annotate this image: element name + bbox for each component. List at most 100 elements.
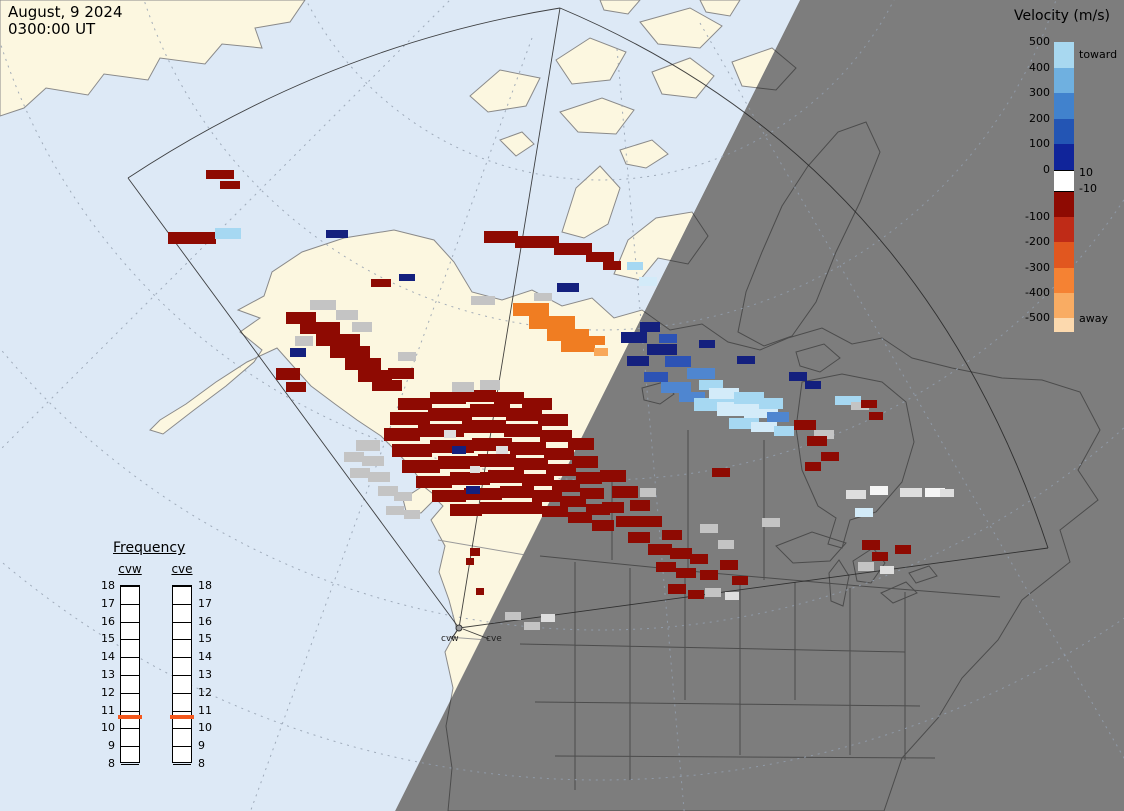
scatter-cell — [500, 486, 534, 498]
scale-rung — [121, 746, 139, 748]
scatter-cell — [462, 390, 496, 402]
scatter-cell — [705, 588, 721, 597]
scatter-cell — [276, 368, 300, 380]
scatter-cell — [529, 316, 575, 329]
scatter-cell — [514, 458, 548, 470]
scatter-cell — [621, 332, 647, 343]
scatter-cell — [484, 231, 518, 243]
radar-east-label: cve — [486, 634, 502, 644]
frequency-tick-label: 17 — [198, 596, 212, 610]
frequency-tick-label: 14 — [101, 650, 115, 664]
frequency-tick-label: 15 — [101, 632, 115, 646]
scatter-cell — [940, 489, 954, 497]
time-label: 0300:00 UT — [8, 20, 96, 39]
scatter-cell — [554, 243, 592, 255]
scatter-cell — [639, 277, 657, 286]
scatter-cell — [295, 336, 313, 346]
scale-rung — [121, 764, 139, 765]
scatter-cell — [438, 456, 480, 469]
scatter-cell — [805, 381, 821, 389]
scatter-cell — [515, 236, 559, 248]
scatter-cell — [616, 516, 640, 527]
scatter-cell — [880, 566, 894, 574]
scatter-cell — [870, 486, 888, 495]
scatter-cell — [851, 402, 869, 410]
scatter-cell — [568, 512, 592, 523]
scatter-cell — [544, 448, 574, 460]
colorbar-segment-away — [1054, 242, 1074, 268]
scatter-cell — [699, 380, 723, 390]
scatter-cell — [647, 344, 677, 355]
scale-rung — [121, 675, 139, 676]
scatter-cell — [350, 468, 370, 478]
scatter-cell — [290, 348, 306, 357]
scale-rung — [173, 586, 191, 587]
frequency-tick-label: 18 — [101, 579, 115, 592]
velocity-tick-label: 500 — [1029, 35, 1050, 48]
colorbar-segment-away — [1054, 292, 1074, 318]
scatter-cell — [388, 368, 414, 379]
frequency-tick-label: 9 — [198, 739, 205, 753]
scatter-cell — [316, 334, 360, 346]
scale-rung — [121, 710, 139, 712]
scatter-cell — [568, 438, 594, 450]
scatter-cell — [378, 486, 398, 496]
scatter-cell — [398, 398, 432, 410]
velocity-tick-label: 200 — [1029, 111, 1050, 125]
scatter-cell — [700, 570, 718, 580]
scatter-cell — [552, 480, 580, 492]
velocity-tick-label: -500 — [1025, 311, 1050, 324]
radar-west-label: cvw — [441, 634, 459, 644]
scatter-cell — [751, 422, 777, 432]
scatter-cell — [767, 412, 789, 422]
scatter-cell — [496, 446, 508, 454]
scatter-cell — [336, 310, 358, 320]
scatter-cell — [712, 468, 730, 477]
scatter-cell — [368, 472, 390, 482]
scatter-cell — [362, 456, 384, 466]
date-label: August, 9 2024 — [8, 3, 123, 21]
frequency-marker — [170, 714, 194, 719]
colorbar-segment-toward — [1054, 118, 1074, 145]
scatter-cell — [794, 420, 816, 430]
scatter-cell — [807, 436, 827, 446]
scatter-cell — [432, 490, 466, 502]
scatter-cell — [480, 380, 500, 390]
scatter-cell — [644, 372, 668, 382]
scatter-cell — [524, 622, 540, 630]
scatter-cell — [627, 356, 649, 366]
scatter-cell — [450, 504, 482, 516]
scatter-cell — [512, 502, 542, 514]
scale-rung — [173, 692, 191, 694]
scatter-cell — [602, 502, 624, 513]
velocity-legend-title: Velocity (m/s) — [1014, 8, 1110, 24]
scatter-cell — [557, 283, 579, 292]
frequency-tick-label: 18 — [198, 579, 212, 592]
scatter-cell — [399, 274, 415, 281]
colorbar-segment-away — [1054, 191, 1074, 218]
scale-rung — [121, 692, 139, 694]
cve-frequency-scale — [172, 585, 192, 765]
scatter-cell — [538, 414, 568, 426]
frequency-tick-label: 10 — [198, 721, 212, 735]
scatter-cell — [640, 488, 656, 497]
scatter-cell — [900, 488, 922, 497]
frequency-legend: Frequency cvw cve 18 17 16 15 14 13 12 11 10 9 8 18… — [85, 540, 255, 790]
scatter-cell — [687, 368, 715, 379]
frequency-tick-label: 9 — [108, 739, 115, 753]
scatter-cell — [510, 442, 546, 455]
scatter-cell — [546, 464, 576, 476]
timestamp: August, 9 2024 0300:00 UT — [8, 3, 123, 39]
scale-rung — [121, 657, 139, 659]
scatter-cell — [861, 400, 877, 408]
scatter-cell — [220, 181, 240, 189]
frequency-tick-label: 15 — [198, 632, 212, 646]
scatter-cell — [494, 392, 524, 404]
colorbar-segment-away — [1054, 267, 1074, 293]
frequency-legend-title: Frequency — [113, 540, 186, 556]
scatter-cell — [345, 358, 381, 370]
frequency-tick-label: 8 — [198, 757, 205, 770]
scatter-cell — [725, 592, 739, 600]
scale-rung — [173, 710, 191, 712]
